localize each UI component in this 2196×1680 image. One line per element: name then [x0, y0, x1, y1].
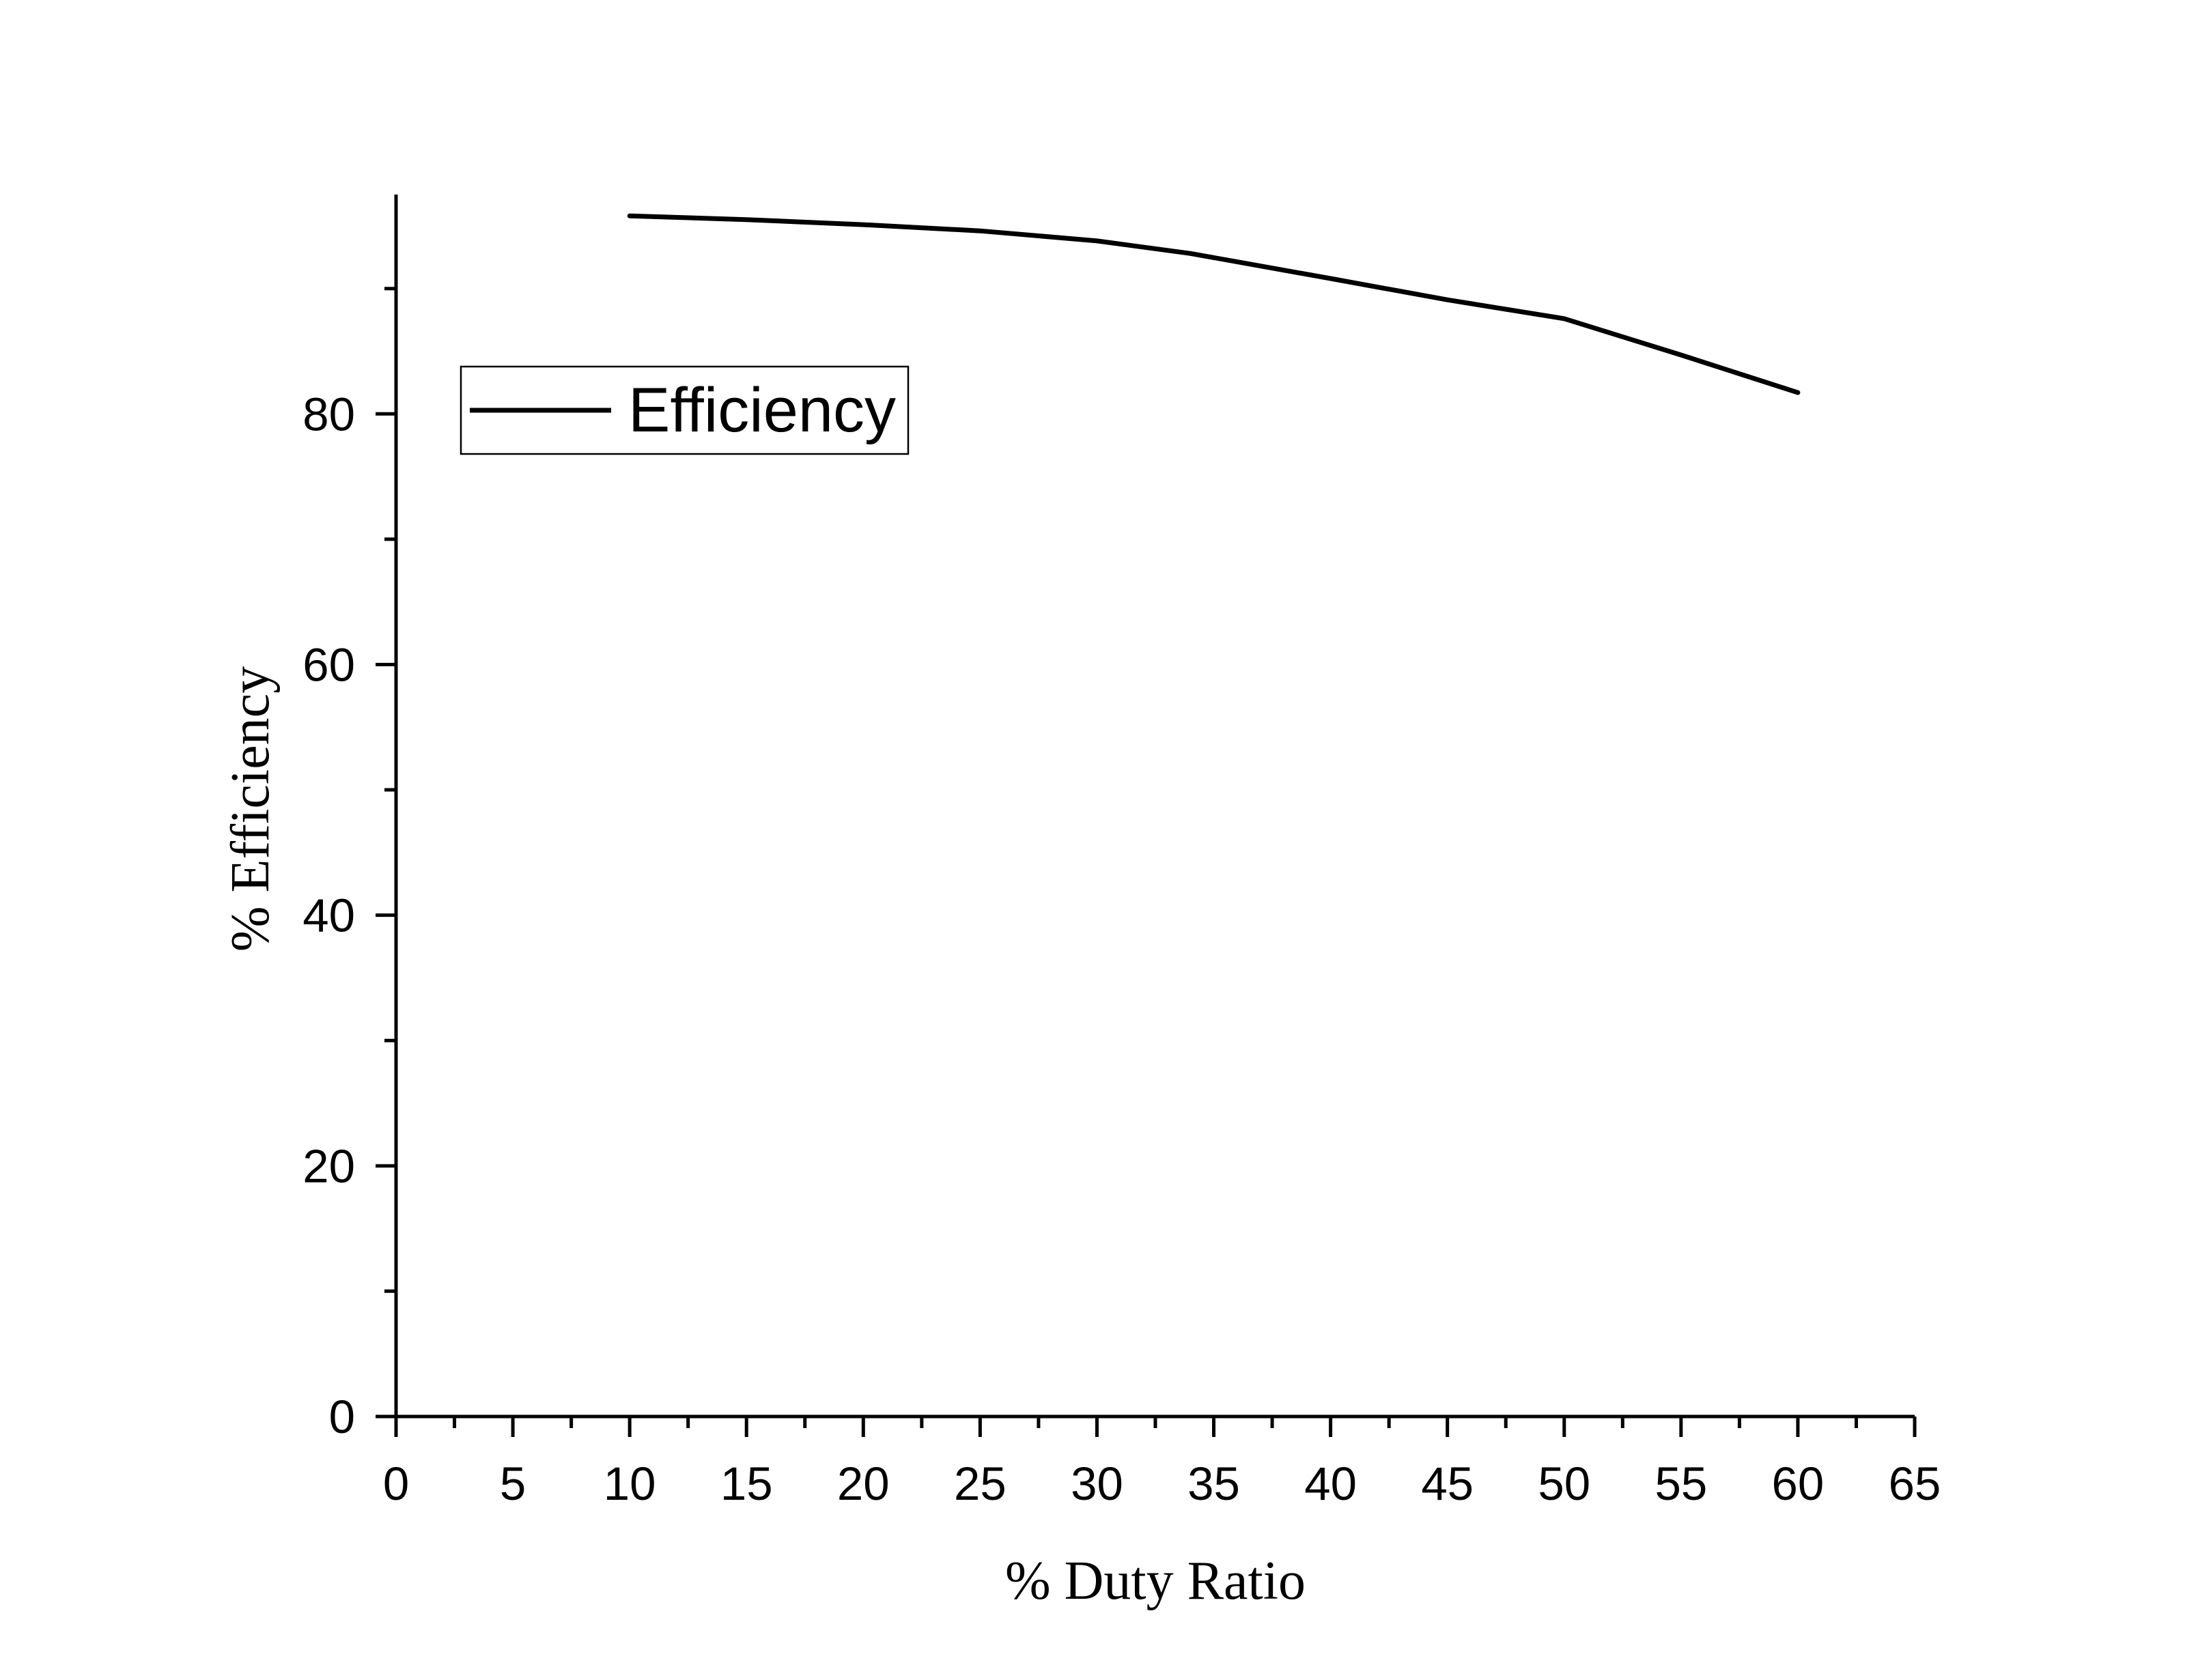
x-tick-label: 40 — [1304, 1457, 1357, 1510]
x-tick-label: 20 — [837, 1457, 890, 1510]
x-tick-label: 25 — [954, 1457, 1006, 1510]
y-axis-ticks: 0 20 40 60 80 — [302, 287, 396, 1443]
series-layer — [627, 213, 1801, 395]
x-tick-label: 5 — [500, 1457, 526, 1510]
x-tick-label: 60 — [1772, 1457, 1825, 1510]
x-tick-label: 65 — [1889, 1457, 1941, 1510]
x-tick-label: 50 — [1538, 1457, 1590, 1510]
legend-label-efficiency: Efficiency — [628, 375, 896, 445]
x-tick-label: 0 — [383, 1457, 409, 1510]
x-axis-ticks: 0 5 10 15 20 25 30 35 40 45 50 55 60 65 — [383, 1416, 1941, 1510]
x-tick-label: 45 — [1421, 1457, 1474, 1510]
y-axis-title: % Efficiency — [221, 666, 281, 952]
y-tick-label: 0 — [329, 1391, 355, 1443]
x-axis-title: % Duty Ratio — [1005, 1551, 1306, 1611]
x-tick-label: 55 — [1655, 1457, 1707, 1510]
y-tick-label: 40 — [302, 889, 355, 942]
x-tick-label: 10 — [604, 1457, 656, 1510]
y-tick-label: 60 — [302, 638, 355, 691]
y-tick-label: 80 — [302, 388, 355, 440]
series-line-efficiency — [627, 213, 1801, 395]
x-tick-label: 15 — [720, 1457, 773, 1510]
y-tick-label: 20 — [302, 1140, 355, 1193]
x-tick-label: 35 — [1187, 1457, 1240, 1510]
x-tick-label: 30 — [1071, 1457, 1123, 1510]
legend: Efficiency — [460, 365, 910, 455]
